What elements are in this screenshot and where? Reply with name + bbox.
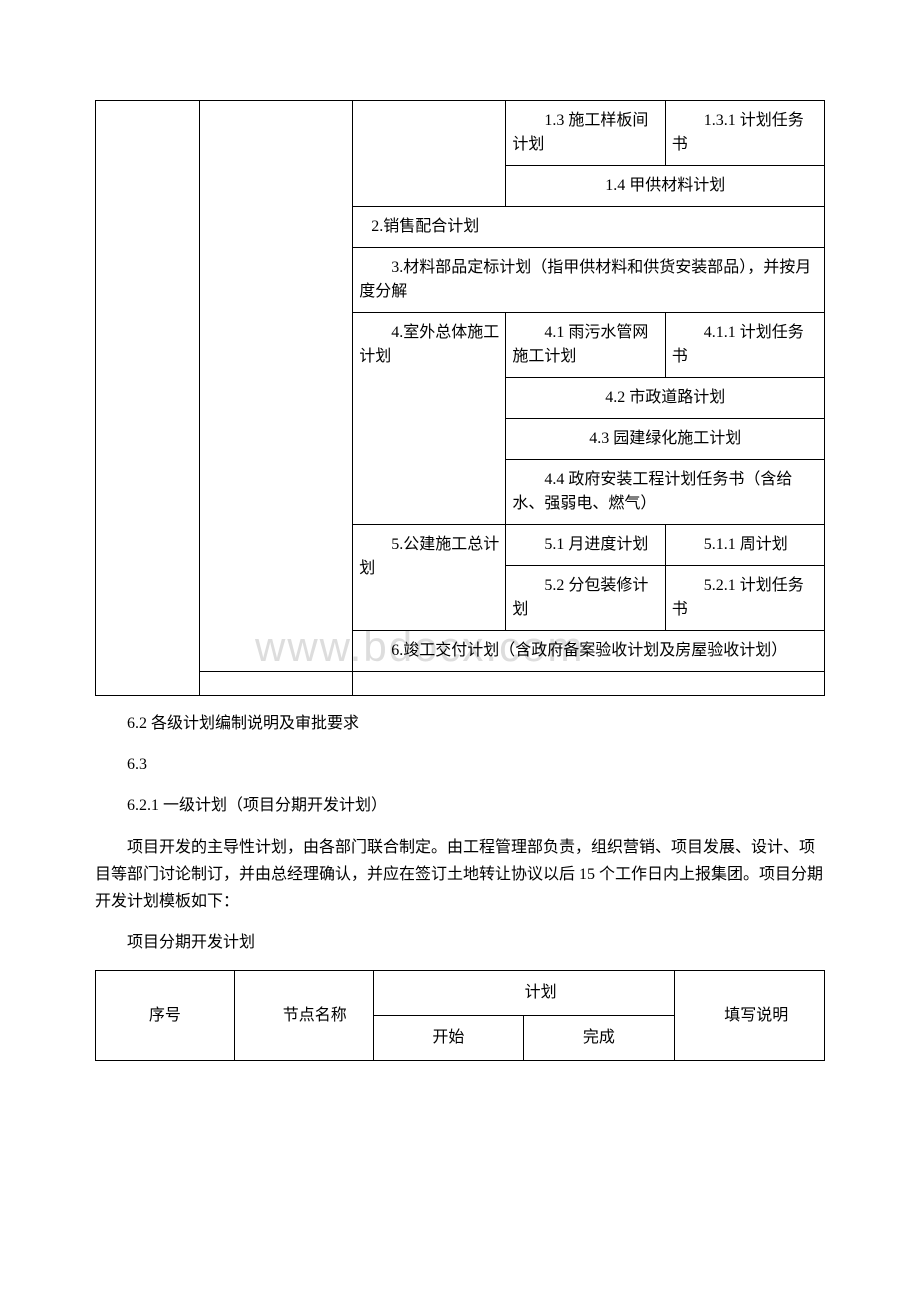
cell-4: 4.室外总体施工计划 (353, 313, 506, 525)
paragraph-6-2-1: 6.2.1 一级计划（项目分期开发计划） (95, 792, 825, 819)
cell-4-3: 4.3 园建绿化施工计划 (506, 419, 825, 460)
cell-1-3: 1.3 施工样板间计划 (506, 101, 665, 166)
cell-blank (200, 101, 353, 672)
cell-5-2: 5.2 分包装修计划 (506, 566, 665, 631)
cell-5-1: 5.1 月进度计划 (506, 525, 665, 566)
cell-5-1-1: 5.1.1 周计划 (665, 525, 824, 566)
cell-2: 2.销售配合计划 (353, 207, 825, 248)
cell-4-2: 4.2 市政道路计划 (506, 378, 825, 419)
cell-5-2-1: 5.2.1 计划任务书 (665, 566, 824, 631)
cell-4-4: 4.4 政府安装工程计划任务书（含给水、强弱电、燃气） (506, 460, 825, 525)
cell-blank (353, 672, 825, 696)
table-row: 1.3 施工样板间计划 1.3.1 计划任务书 (96, 101, 825, 166)
paragraph-6-3: 6.3 (95, 751, 825, 778)
cell-1-4: 1.4 甲供材料计划 (506, 166, 825, 207)
paragraph-desc: 项目开发的主导性计划，由各部门联合制定。由工程管理部负责，组织营销、项目发展、设… (95, 834, 825, 916)
table-row-empty (96, 672, 825, 696)
cell-4-1: 4.1 雨污水管网施工计划 (506, 313, 665, 378)
plan-hierarchy-table: 1.3 施工样板间计划 1.3.1 计划任务书 1.4 甲供材料计划 2.销售配… (95, 100, 825, 696)
cell-6: 6.竣工交付计划（含政府备案验收计划及房屋验收计划） (353, 631, 825, 672)
header-node: 节点名称 (234, 971, 373, 1061)
cell-3: 3.材料部品定标计划（指甲供材料和供货安装部品），并按月度分解 (353, 248, 825, 313)
phase-plan-table: 序号 节点名称 计划 填写说明 开始 完成 (95, 970, 825, 1061)
header-plan: 计划 (373, 971, 674, 1016)
header-note: 填写说明 (674, 971, 824, 1061)
page-content: 1.3 施工样板间计划 1.3.1 计划任务书 1.4 甲供材料计划 2.销售配… (95, 100, 825, 1061)
cell-1-3-1: 1.3.1 计划任务书 (665, 101, 824, 166)
cell-4-1-1: 4.1.1 计划任务书 (665, 313, 824, 378)
cell-blank (200, 672, 353, 696)
paragraph-6-2: 6.2 各级计划编制说明及审批要求 (95, 710, 825, 737)
header-start: 开始 (373, 1016, 523, 1061)
paragraph-title: 项目分期开发计划 (95, 929, 825, 956)
cell-blank (96, 101, 200, 696)
cell-blank (353, 101, 506, 207)
header-end: 完成 (524, 1016, 674, 1061)
table-row: 序号 节点名称 计划 填写说明 (96, 971, 825, 1016)
cell-5: 5.公建施工总计划 (353, 525, 506, 631)
header-seq: 序号 (96, 971, 235, 1061)
